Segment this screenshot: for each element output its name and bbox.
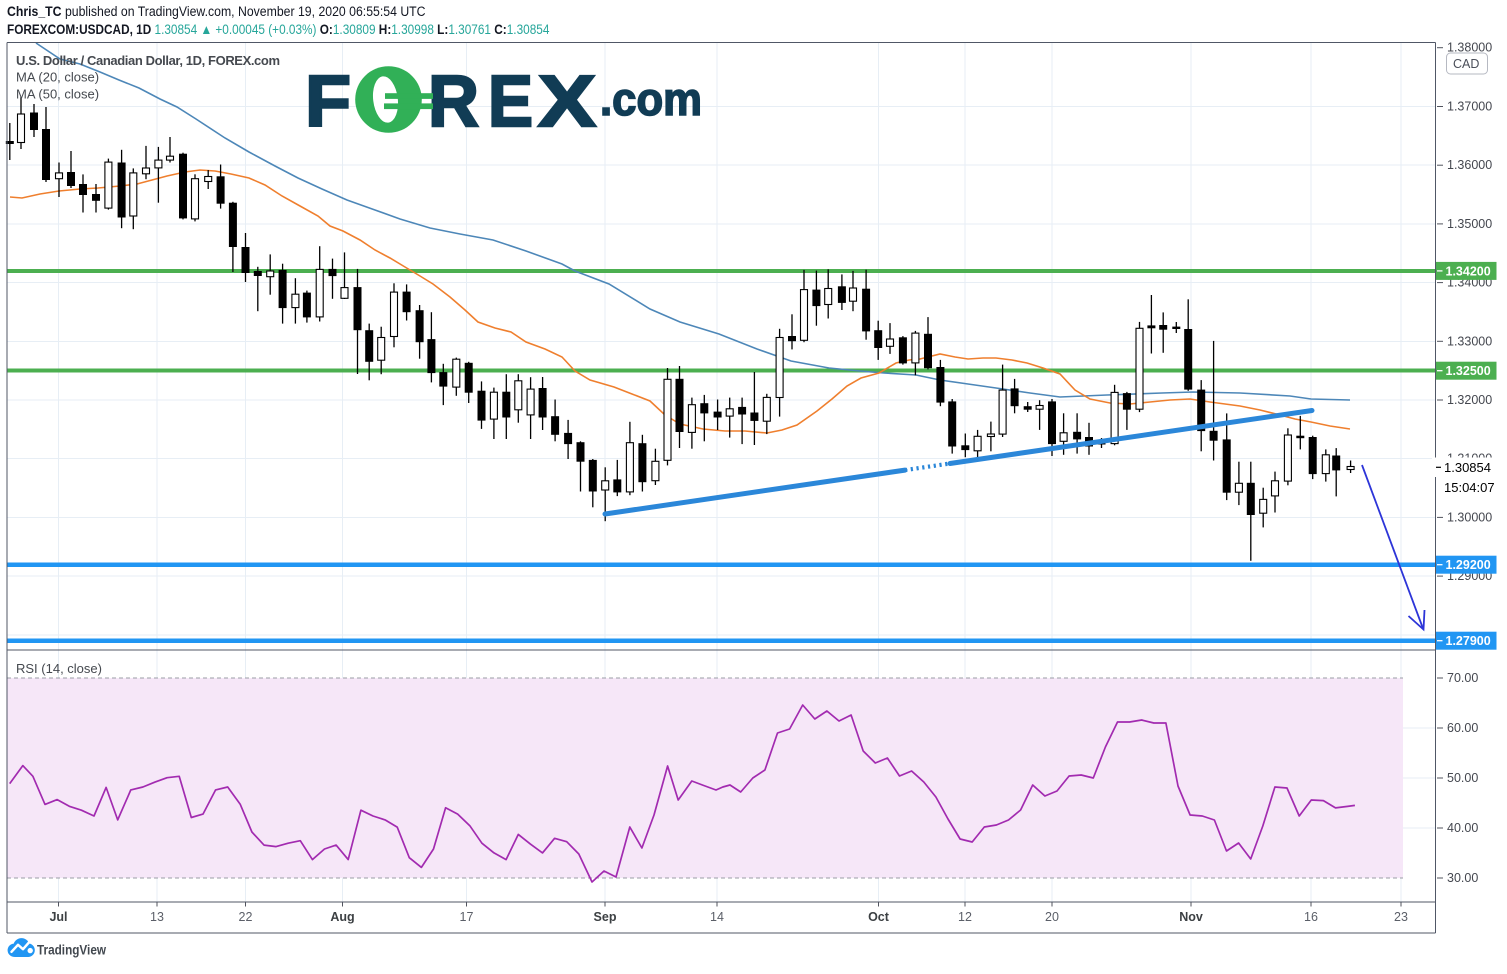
svg-text:1.29200: 1.29200 <box>1446 558 1491 572</box>
svg-text:.com: .com <box>600 73 702 125</box>
svg-text:TradingView: TradingView <box>37 942 106 958</box>
svg-text:RSI (14, close): RSI (14, close) <box>16 661 102 676</box>
svg-text:60.00: 60.00 <box>1447 721 1478 735</box>
svg-text:20: 20 <box>1045 910 1059 924</box>
svg-text:14: 14 <box>710 910 724 924</box>
svg-text:1.36000: 1.36000 <box>1447 158 1492 172</box>
svg-text:17: 17 <box>460 910 474 924</box>
svg-text:Sep: Sep <box>594 910 617 924</box>
svg-text:1.34200: 1.34200 <box>1446 264 1491 278</box>
svg-text:30.00: 30.00 <box>1447 871 1478 885</box>
svg-text:Chris_TC published on TradingV: Chris_TC published on TradingView.com, N… <box>7 3 426 19</box>
svg-text:40.00: 40.00 <box>1447 821 1478 835</box>
svg-text:1.32000: 1.32000 <box>1447 393 1492 407</box>
svg-text:E: E <box>488 62 533 142</box>
svg-text:1.38000: 1.38000 <box>1447 41 1492 55</box>
svg-text:1.35000: 1.35000 <box>1447 217 1492 231</box>
svg-text:16: 16 <box>1304 910 1318 924</box>
svg-text:Nov: Nov <box>1179 910 1203 924</box>
svg-text:23: 23 <box>1394 910 1408 924</box>
svg-text:1.37000: 1.37000 <box>1447 100 1492 114</box>
svg-text:15:04:07: 15:04:07 <box>1444 480 1495 495</box>
svg-text:Jul: Jul <box>49 910 67 924</box>
svg-text:U.S. Dollar / Canadian Dollar,: U.S. Dollar / Canadian Dollar, 1D, FOREX… <box>16 53 280 68</box>
svg-text:1.30854: 1.30854 <box>1444 460 1491 475</box>
svg-text:12: 12 <box>958 910 972 924</box>
svg-text:1.33000: 1.33000 <box>1447 334 1492 348</box>
svg-text:X: X <box>538 62 596 142</box>
svg-text:F: F <box>305 62 351 142</box>
svg-text:R: R <box>428 62 479 142</box>
svg-text:70.00: 70.00 <box>1447 671 1478 685</box>
svg-text:FOREXCOM:USDCAD, 1D 1.30854 ▲: FOREXCOM:USDCAD, 1D 1.30854 ▲ +0.00045 (… <box>7 22 549 37</box>
svg-text:13: 13 <box>150 910 164 924</box>
svg-text:Oct: Oct <box>868 910 890 924</box>
svg-text:1.27900: 1.27900 <box>1446 634 1491 648</box>
svg-text:CAD: CAD <box>1453 57 1479 71</box>
svg-text:MA (20, close): MA (20, close) <box>16 70 99 85</box>
svg-text:MA (50, close): MA (50, close) <box>16 87 99 102</box>
svg-text:50.00: 50.00 <box>1447 771 1478 785</box>
svg-text:Aug: Aug <box>330 910 354 924</box>
svg-text:22: 22 <box>239 910 253 924</box>
svg-text:1.30000: 1.30000 <box>1447 510 1492 524</box>
svg-text:1.32500: 1.32500 <box>1446 364 1491 378</box>
